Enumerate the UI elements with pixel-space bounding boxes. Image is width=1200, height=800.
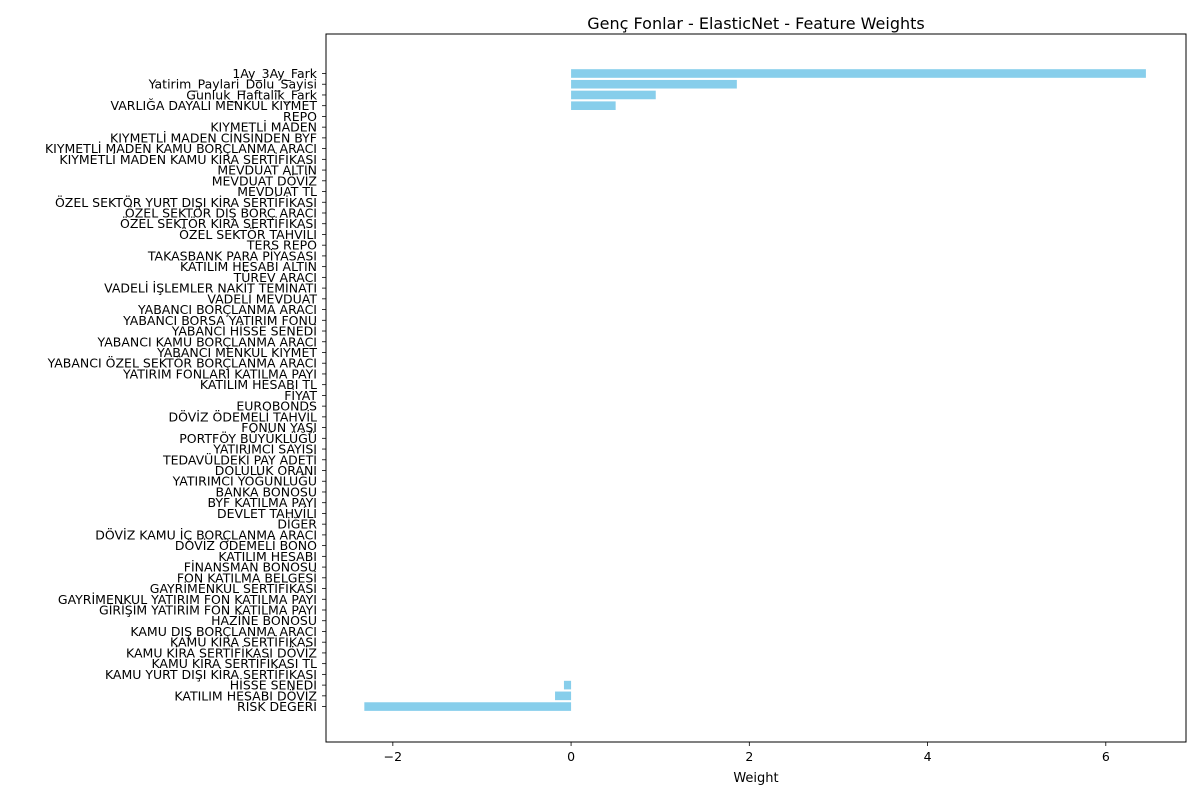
- y-tick-label: TEDAVÜLDEKİ PAY ADETİ: [162, 451, 317, 467]
- x-axis: −2 0 2 4 6: [384, 742, 1110, 764]
- y-tick-label: FON KATILMA BELGESİ: [177, 570, 317, 585]
- y-tick-label: FİYAT: [284, 388, 317, 403]
- y-tick-label: KIYMETLİ MADEN KAMU KİRA SERTİFİKASI: [59, 152, 317, 167]
- x-tick-label: 0: [567, 749, 575, 764]
- y-tick-label: HİSSE SENEDİ: [230, 678, 317, 693]
- y-tick-label: KAMU KİRA SERTİFİKASI: [170, 635, 317, 650]
- y-tick-label: ÖZEL SEKTÖR DIŞ BORÇ ARACI: [125, 204, 317, 220]
- bar: [364, 702, 572, 711]
- y-tick-label: KATILIM HESABI TL: [200, 377, 317, 392]
- x-axis-label: Weight: [733, 771, 778, 786]
- bar: [571, 69, 1146, 78]
- y-tick-label: 1Ay_3Ay_Fark: [232, 66, 317, 81]
- x-tick-label: 4: [924, 749, 932, 764]
- bar: [563, 680, 572, 690]
- bar: [555, 691, 572, 701]
- y-tick-label: TAKASBANK PARA PİYASASI: [147, 248, 317, 263]
- y-tick-label: RİSK DEĞERİ: [237, 699, 317, 714]
- y-tick-label: DÖVİZ ÖDEMELİ TAHVİL: [168, 408, 317, 424]
- y-tick-label: DOLULUK ORANI: [215, 463, 317, 478]
- y-tick-label: PORTFÖY BÜYÜKLÜĞÜ: [179, 430, 317, 446]
- y-tick-label: DİĞER: [277, 517, 317, 532]
- y-tick-label: KATILIM HESABI: [218, 549, 317, 564]
- y-tick-label: YABANCI ÖZEL SEKTÖR BORÇLANMA ARACI: [47, 355, 317, 371]
- y-tick-label: YATIRIMCI SAYISI: [212, 442, 317, 457]
- y-tick-label: BANKA BONOSU: [216, 484, 317, 499]
- y-tick-label: KAMU KİRA SERTİFİKASI TL: [151, 656, 317, 671]
- y-tick-label: EUROBONDS: [236, 399, 317, 414]
- y-tick-label: Gunluk_Haftalik_Fark: [186, 87, 317, 102]
- bar: [571, 101, 616, 110]
- y-tick-label: VARLIĞA DAYALI MENKUL KIYMET: [111, 98, 318, 113]
- y-tick-label: KAMU KİRA SERTİFİKASI DÖVİZ: [126, 644, 317, 660]
- y-tick-label: VADELİ MEVDUAT: [207, 291, 317, 306]
- y-tick-label: FONUN YAŞI: [241, 420, 317, 435]
- y-axis: 1Ay_3Ay_FarkYatirim_Paylari_Dolu_SayisiG…: [45, 66, 326, 714]
- y-tick-label: ÖZEL SEKTÖR YURT DIŞI KİRA SERTİFİKASI: [55, 194, 317, 210]
- y-tick-label: YABANCI BORSA YATIRIM FONU: [122, 313, 317, 328]
- bar: [571, 79, 737, 89]
- y-tick-label: FİNANSMAN BONOSU: [184, 560, 317, 575]
- y-tick-label: YATIRIMCI YOĞUNLUĞU: [172, 474, 317, 489]
- y-tick-label: YABANCI KAMU BORÇLANMA ARACI: [97, 334, 317, 349]
- x-tick-label: 6: [1102, 749, 1110, 764]
- y-tick-label: VADELİ İŞLEMLER NAKİT TEMİNATI: [104, 281, 317, 296]
- y-tick-label: DÖVİZ KAMU İÇ BORÇLANMA ARACI: [95, 526, 317, 542]
- y-tick-label: Yatirim_Paylari_Dolu_Sayisi: [148, 77, 317, 92]
- plot-frame: [325, 33, 1187, 743]
- y-tick-label: BYF KATILMA PAYI: [208, 495, 318, 510]
- y-tick-label: KIYMETLİ MADEN CİNSİNDEN BYF: [110, 130, 317, 145]
- y-tick-label: ÖZEL SEKTÖR TAHVİLİ: [179, 226, 317, 242]
- y-tick-label: DEVLET TAHVİLİ: [217, 506, 317, 521]
- chart-title: Genç Fonlar - ElasticNet - Feature Weigh…: [587, 14, 924, 33]
- y-tick-label: GAYRİMENKUL YATIRIM FON KATILMA PAYI: [58, 592, 317, 607]
- y-tick-label: TÜREV ARACI: [233, 269, 317, 285]
- y-tick-label: MEVDUAT TL: [237, 184, 317, 199]
- y-tick-label: KIYMETLİ MADEN: [210, 120, 317, 135]
- y-tick-label: KATILIM HESABI DÖVİZ: [174, 687, 317, 703]
- y-tick-label: YATIRIM FONLARI KATILMA PAYI: [122, 366, 317, 381]
- y-tick-label: DÖVİZ ÖDEMELİ BONO: [175, 537, 317, 553]
- y-tick-label: YABANCI HİSSE SENEDİ: [171, 324, 317, 339]
- y-tick-label: YABANCI BORÇLANMA ARACI: [137, 302, 317, 317]
- y-tick-label: HAZİNE BONOSU: [211, 613, 317, 628]
- bars-group: [364, 69, 1146, 711]
- x-tick-label: −2: [384, 749, 402, 764]
- y-tick-label: KAMU DIŞ BORÇLANMA ARACI: [130, 624, 317, 639]
- y-tick-label: MEVDUAT ALTIN: [217, 163, 317, 178]
- y-tick-label: GAYRİMENKUL SERTİFİKASI: [150, 581, 317, 596]
- y-tick-label: ÖZEL SEKTÖR KİRA SERTİFİKASI: [120, 215, 317, 231]
- y-tick-label: YABANCI MENKUL KIYMET: [156, 345, 317, 360]
- y-tick-label: REPO: [283, 109, 317, 124]
- bar: [571, 90, 656, 100]
- x-tick-label: 2: [745, 749, 753, 764]
- y-tick-label: MEVDUAT DÖVİZ: [212, 172, 317, 188]
- y-tick-label: TERS REPO: [246, 238, 317, 253]
- y-tick-label: KIYMETLİ MADEN KAMU BORÇLANMA ARACI: [45, 141, 317, 156]
- y-tick-label: GİRİŞİM YATIRIM FON KATILMA PAYI: [99, 603, 317, 618]
- y-tick-label: KATILIM HESABI ALTIN: [180, 259, 317, 274]
- y-tick-label: KAMU YURT DIŞI KİRA SERTİFİKASI: [105, 667, 317, 682]
